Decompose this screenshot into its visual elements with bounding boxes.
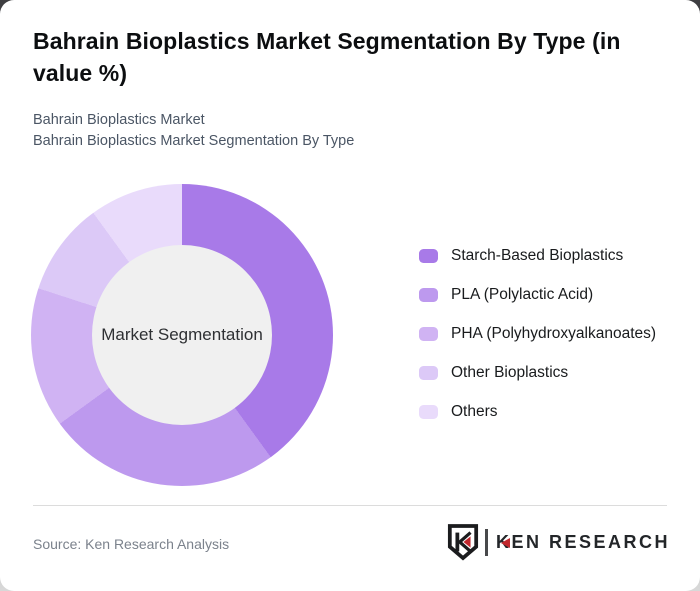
legend-swatch bbox=[419, 287, 438, 302]
legend-item-label: Starch-Based Bioplastics bbox=[451, 246, 624, 264]
logo-wordmark-rest: EN RESEARCH bbox=[511, 531, 671, 552]
legend-item: PLA (Polylactic Acid) bbox=[419, 285, 656, 303]
logo-separator bbox=[485, 528, 488, 556]
source-note: Source: Ken Research Analysis bbox=[33, 536, 230, 552]
subtitle-line-1: Bahrain Bioplastics Market bbox=[33, 112, 205, 128]
ken-research-logo: K EN RESEARCH bbox=[447, 524, 670, 561]
subtitle-block: Bahrain Bioplastics Market Bahrain Biopl… bbox=[33, 110, 354, 152]
legend-item: Others bbox=[419, 402, 656, 420]
page-title: Bahrain Bioplastics Market Segmentation … bbox=[33, 28, 621, 86]
subtitle-line-2: Bahrain Bioplastics Market Segmentation … bbox=[33, 133, 355, 149]
legend-item-label: Other Bioplastics bbox=[451, 363, 569, 381]
legend-swatch bbox=[419, 248, 438, 263]
legend-item: Other Bioplastics bbox=[419, 363, 656, 381]
legend-item: Starch-Based Bioplastics bbox=[419, 246, 656, 264]
legend-swatch bbox=[419, 404, 438, 419]
legend-item: PHA (Polyhydroxyalkanoates) bbox=[419, 324, 657, 342]
footer-divider bbox=[33, 505, 667, 506]
legend-item-label: PLA (Polylactic Acid) bbox=[451, 285, 594, 303]
logo-wordmark: K EN RESEARCH bbox=[496, 532, 670, 553]
donut-hole: Market Segmentation bbox=[92, 245, 272, 425]
logo-red-triangle-icon bbox=[500, 538, 510, 548]
legend-item-label: PHA (Polyhydroxyalkanoates) bbox=[451, 324, 657, 342]
chart-legend: Starch-Based Bioplastics PLA (Polylactic … bbox=[419, 246, 657, 420]
legend-swatch bbox=[419, 326, 438, 341]
donut-center-label: Market Segmentation bbox=[101, 325, 263, 344]
legend-swatch bbox=[419, 365, 438, 380]
donut-chart: Market Segmentation bbox=[31, 184, 333, 486]
ken-research-badge-icon bbox=[447, 524, 479, 561]
legend-item-label: Others bbox=[451, 402, 498, 420]
